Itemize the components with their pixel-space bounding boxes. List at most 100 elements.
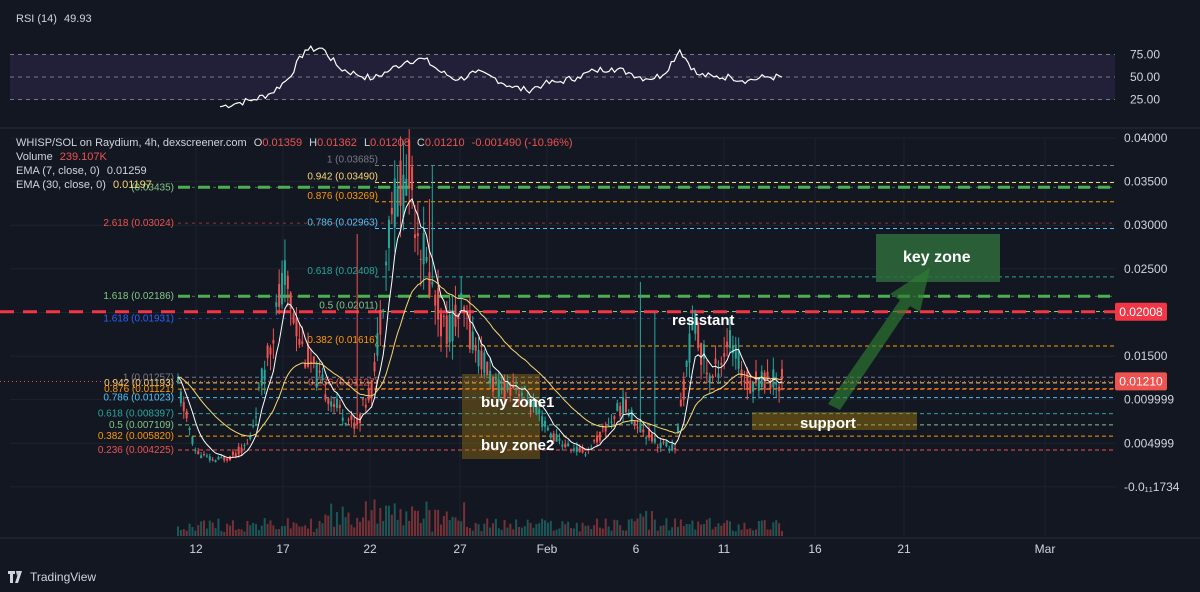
volume-bar xyxy=(301,526,304,536)
volume-bar xyxy=(353,527,356,536)
volume-bar xyxy=(243,531,246,536)
volume-bar xyxy=(333,526,336,536)
candle-body xyxy=(390,207,393,215)
volume-bar xyxy=(541,518,544,536)
volume-bar xyxy=(437,509,440,536)
volume-bar xyxy=(642,516,645,536)
volume-bar xyxy=(662,525,665,536)
volume-bar xyxy=(503,519,506,536)
candle-body xyxy=(581,447,584,453)
volume-bar xyxy=(746,529,749,536)
candle-body xyxy=(408,139,411,187)
candle-body xyxy=(760,371,763,388)
fib-upper-label: 0.5 (0.02011) xyxy=(319,300,378,311)
candle-body xyxy=(564,443,567,448)
price-tick-label: 0.03500 xyxy=(1124,175,1168,189)
candle-body xyxy=(674,448,677,450)
volume-bar xyxy=(338,524,341,536)
candle-body xyxy=(656,447,659,449)
volume-bar xyxy=(578,531,581,536)
volume-bar xyxy=(179,529,182,536)
volume-bar xyxy=(237,528,240,536)
volume-bar xyxy=(439,524,442,536)
candle-body xyxy=(315,363,318,388)
candle-body xyxy=(593,440,596,442)
candle-body xyxy=(304,363,307,368)
candle-body xyxy=(746,371,749,389)
volume-bar xyxy=(385,505,388,536)
candle-body xyxy=(416,233,419,237)
candle-body xyxy=(281,272,284,305)
candle-body xyxy=(676,426,679,432)
volume-bar xyxy=(619,525,622,536)
candle-body xyxy=(260,368,263,386)
candle-body xyxy=(659,442,662,448)
candle-body xyxy=(538,409,541,415)
fib-lower-label: 0.786 (0.01023) xyxy=(103,393,174,404)
candle-body xyxy=(413,234,416,238)
tradingview-brand: TradingView xyxy=(30,570,97,584)
volume-bar xyxy=(223,531,226,536)
volume-bar xyxy=(422,518,425,536)
volume-bar xyxy=(757,520,760,536)
candle-body xyxy=(474,346,477,351)
candle-body xyxy=(529,410,532,412)
volume-bar xyxy=(260,525,263,536)
candle-body xyxy=(275,302,278,307)
ema-lines xyxy=(177,197,783,459)
candle-body xyxy=(347,419,350,421)
volume-bar xyxy=(257,529,260,536)
candle-body xyxy=(610,421,613,423)
candle-body xyxy=(393,178,396,228)
volume-bar xyxy=(234,530,237,536)
volume-bar xyxy=(772,522,775,536)
volume-bar xyxy=(627,519,630,536)
volume-bar xyxy=(359,521,362,536)
volume-bar xyxy=(283,525,286,536)
volume-bar xyxy=(463,502,466,536)
candle-body xyxy=(477,349,480,367)
time-tick-label: 16 xyxy=(808,542,822,556)
candle-body xyxy=(214,460,217,463)
volume-bar xyxy=(445,511,448,536)
volume-bar xyxy=(486,518,489,536)
candle-body xyxy=(197,451,200,455)
volume-bar xyxy=(396,519,399,536)
volume-bar xyxy=(515,519,518,536)
candle-body xyxy=(385,261,388,266)
volume-bar xyxy=(743,522,746,536)
volume-bar xyxy=(717,523,720,536)
volume-bar xyxy=(650,511,653,536)
candle-body xyxy=(497,379,500,398)
volume-bar xyxy=(275,529,278,536)
candle-body xyxy=(486,361,489,376)
buy-zone1-label: buy zone1 xyxy=(481,394,554,411)
candle-body xyxy=(399,160,402,206)
volume-bar xyxy=(451,516,454,536)
rsi-line xyxy=(219,44,783,109)
annotation-zones xyxy=(462,234,1000,459)
volume-bar xyxy=(598,527,601,536)
ema7-value: 0.01259 xyxy=(106,165,147,177)
candle-body xyxy=(700,343,703,365)
tradingview-footer[interactable]: TradingView xyxy=(8,570,96,584)
candle-body xyxy=(598,431,601,441)
candle-body xyxy=(344,422,347,425)
candle-body xyxy=(584,454,587,456)
volume-bar xyxy=(474,522,477,536)
candle-body xyxy=(679,399,682,406)
candle-body xyxy=(650,433,653,442)
candle-body xyxy=(208,456,211,461)
volume-bar xyxy=(702,524,705,536)
candle-body xyxy=(327,398,330,404)
volume-bar xyxy=(425,501,428,536)
candle-body xyxy=(350,415,353,421)
price-tick-label: 0.009999 xyxy=(1124,393,1174,407)
volume-bar xyxy=(327,515,330,536)
volume-bar xyxy=(622,530,625,536)
volume-bar xyxy=(659,525,662,536)
volume-bar xyxy=(185,530,188,536)
fib-lower-label: 0.876 (0.01121) xyxy=(104,384,174,395)
volume-bar xyxy=(203,520,206,536)
